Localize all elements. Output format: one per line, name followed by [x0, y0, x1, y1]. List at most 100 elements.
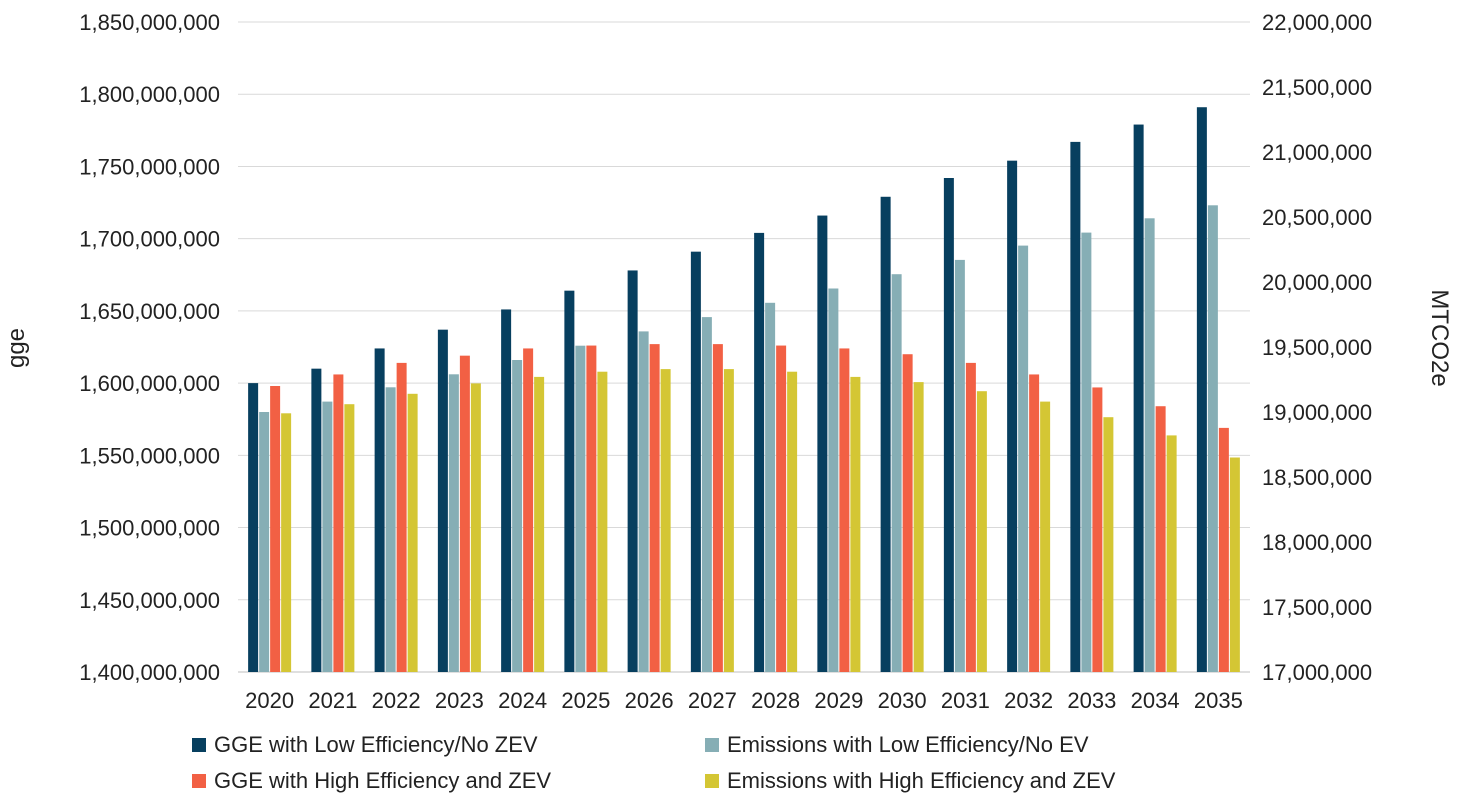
bar: [690, 251, 701, 672]
gridlines: [238, 21, 1250, 673]
bar: [470, 383, 481, 672]
y2-tick-label: 20,500,000: [1262, 205, 1372, 230]
y2-tick-label: 19,000,000: [1262, 400, 1372, 425]
x-tick-label: 2033: [1067, 688, 1116, 713]
bar: [459, 355, 470, 672]
bar: [437, 329, 448, 672]
bar: [1218, 427, 1229, 672]
bar: [523, 348, 534, 672]
left-axis-label: gge: [3, 328, 30, 368]
bar: [1018, 245, 1029, 672]
bar: [385, 387, 396, 672]
bar: [787, 371, 798, 672]
bar: [281, 413, 292, 672]
bar: [954, 259, 965, 672]
bar: [627, 270, 638, 672]
bar: [723, 369, 734, 672]
bar: [1155, 406, 1166, 672]
bar: [1166, 435, 1177, 672]
bar: [660, 369, 671, 672]
bar: [322, 401, 333, 672]
bar: [976, 391, 987, 672]
bar: [638, 331, 649, 672]
bar: [259, 412, 270, 672]
bar: [839, 348, 850, 672]
bar: [344, 404, 355, 672]
y-tick-label: 1,550,000,000: [79, 443, 220, 468]
legend-item-emissions-high: Emissions with High Efficiency and ZEV: [705, 768, 1115, 794]
bar: [701, 317, 712, 672]
bar: [1029, 374, 1040, 672]
x-tick-label: 2026: [625, 688, 674, 713]
x-tick-label: 2023: [435, 688, 484, 713]
y-tick-label: 1,500,000,000: [79, 516, 220, 541]
legend-swatch: [192, 738, 206, 752]
bar: [1207, 205, 1218, 673]
y-tick-label: 1,650,000,000: [79, 299, 220, 324]
y2-tick-label: 21,500,000: [1262, 75, 1372, 100]
bar: [448, 374, 459, 672]
bar: [850, 376, 861, 672]
legend-label: Emissions with High Efficiency and ZEV: [727, 768, 1116, 793]
y2-tick-label: 20,000,000: [1262, 270, 1372, 295]
legend-label: GGE with High Efficiency and ZEV: [214, 768, 552, 793]
y2-tick-label: 17,500,000: [1262, 595, 1372, 620]
x-tick-label: 2022: [372, 688, 421, 713]
bar: [712, 344, 723, 672]
legend-swatch: [705, 774, 719, 788]
bar: [1092, 387, 1103, 672]
bar: [754, 232, 765, 672]
legend-label: GGE with Low Efficiency/No ZEV: [214, 732, 538, 757]
bar: [913, 382, 924, 672]
bar: [649, 344, 660, 672]
bars: [248, 107, 1240, 673]
x-tick-label: 2021: [308, 688, 357, 713]
bar: [396, 362, 407, 672]
legend-item-emissions-low: Emissions with Low Efficiency/No EV: [705, 732, 1089, 758]
x-tick-label: 2032: [1004, 688, 1053, 713]
y-tick-label: 1,450,000,000: [79, 588, 220, 613]
x-tick-label: 2035: [1194, 688, 1243, 713]
bar: [902, 354, 913, 672]
bar-chart: 1,400,000,000 1,450,000,000 1,500,000,000 1…: [3, 10, 1453, 713]
left-axis-ticks: 1,400,000,000 1,450,000,000 1,500,000,000 1…: [79, 10, 220, 685]
bar: [880, 196, 891, 672]
legend-label: Emissions with Low Efficiency/No EV: [727, 732, 1089, 757]
y-tick-label: 1,800,000,000: [79, 82, 220, 107]
bar: [828, 288, 839, 672]
bar: [575, 345, 586, 672]
x-tick-label: 2028: [751, 688, 800, 713]
right-axis-ticks: 17,000,000 17,500,000 18,000,000 18,500,000…: [1262, 10, 1372, 685]
bar: [1144, 218, 1155, 673]
bar: [965, 362, 976, 672]
bar: [374, 348, 385, 672]
x-axis-ticks: 2020 2021 2022 2023 2024 2025 2026 2027 2028 2029…: [245, 688, 1243, 713]
legend: GGE with Low Efficiency/No ZEV Emissions…: [0, 732, 1461, 810]
y-tick-label: 1,850,000,000: [79, 10, 220, 35]
bar: [270, 386, 281, 672]
bar: [248, 383, 259, 672]
y-tick-label: 1,600,000,000: [79, 371, 220, 396]
legend-item-gge-low: GGE with Low Efficiency/No ZEV: [192, 732, 538, 758]
bar: [776, 345, 787, 672]
y-tick-label: 1,400,000,000: [79, 660, 220, 685]
bar: [1007, 160, 1018, 672]
x-tick-label: 2031: [941, 688, 990, 713]
y2-tick-label: 22,000,000: [1262, 10, 1372, 35]
x-tick-label: 2020: [245, 688, 294, 713]
bar: [501, 309, 512, 672]
bar: [817, 215, 828, 673]
x-tick-label: 2034: [1131, 688, 1180, 713]
bar: [1196, 107, 1207, 672]
y2-tick-label: 19,500,000: [1262, 335, 1372, 360]
bar: [311, 368, 322, 672]
bar: [333, 374, 344, 672]
x-tick-label: 2027: [688, 688, 737, 713]
right-axis-label: MTCO2e: [1426, 289, 1453, 386]
legend-item-gge-high: GGE with High Efficiency and ZEV: [192, 768, 551, 794]
bar: [765, 302, 776, 672]
bar: [1229, 457, 1240, 672]
bar: [512, 360, 523, 672]
x-tick-label: 2029: [814, 688, 863, 713]
bar: [1081, 232, 1092, 672]
